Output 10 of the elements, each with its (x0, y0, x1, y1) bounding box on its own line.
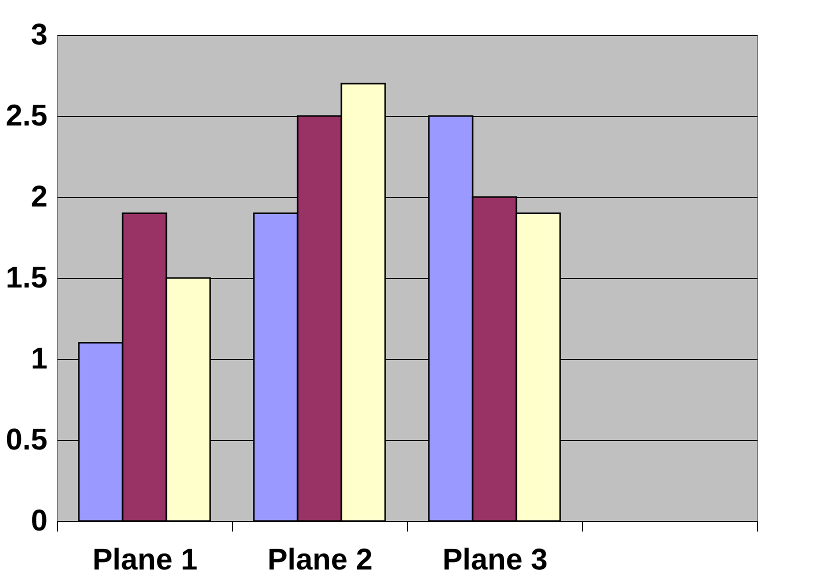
x-tick-label: Plane 3 (442, 544, 548, 576)
y-tick-label: 2.5 (6, 100, 48, 132)
x-tick-label: Plane 2 (267, 544, 373, 576)
y-tick-label: 1.5 (6, 262, 48, 294)
y-tick-label: 0 (30, 504, 48, 538)
y-tick-label: 0.5 (6, 424, 48, 456)
y-tick-label: 2 (30, 180, 48, 214)
x-tick-label: Plane 1 (92, 544, 198, 576)
y-tick-label: 3 (30, 18, 48, 52)
y-tick-label: 1 (30, 342, 48, 376)
